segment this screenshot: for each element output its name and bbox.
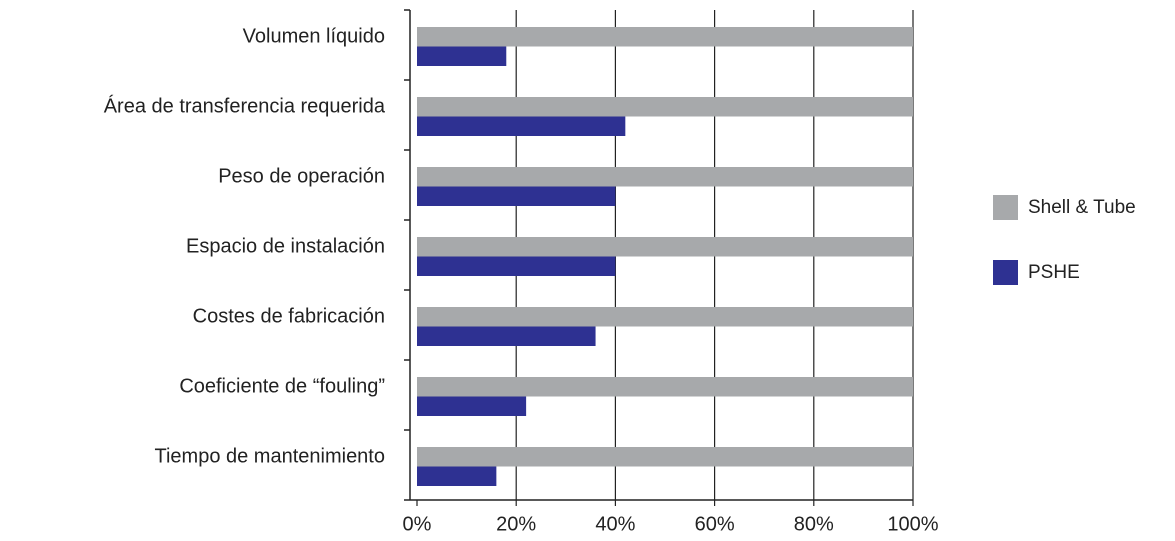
bar: [417, 256, 616, 276]
x-tick-label: 80%: [794, 513, 834, 535]
bar: [417, 326, 596, 346]
bar: [417, 377, 913, 397]
bar: [417, 307, 913, 327]
x-tick-label: 0%: [403, 513, 432, 535]
x-tick-label: 20%: [496, 513, 536, 535]
bar: [417, 46, 507, 66]
bar: [417, 27, 913, 47]
bar: [417, 186, 616, 206]
legend-label: PSHE: [1028, 262, 1080, 283]
legend-swatch: [993, 260, 1018, 285]
bar: [417, 396, 527, 416]
bar: [417, 237, 913, 257]
legend-label: Shell & Tube: [1028, 197, 1136, 218]
y-tick-label: Espacio de instalación: [186, 235, 385, 257]
x-tick-label: 100%: [887, 513, 938, 535]
bar: [417, 447, 913, 467]
bar: [417, 167, 913, 187]
bar: [417, 97, 913, 117]
bar: [417, 466, 497, 486]
legend-swatch: [993, 195, 1018, 220]
y-tick-label: Coeficiente de “fouling”: [179, 375, 385, 397]
y-tick-label: Volumen líquido: [243, 25, 385, 47]
legend: Shell & Tube PSHE: [993, 195, 1136, 285]
x-tick-label: 60%: [695, 513, 735, 535]
y-tick-label: Costes de fabricación: [193, 305, 385, 327]
y-tick-label: Peso de operación: [218, 165, 385, 187]
y-tick-label: Tiempo de mantenimiento: [155, 445, 386, 467]
y-tick-label: Área de transferencia requerida: [104, 94, 386, 117]
bar: [417, 116, 626, 136]
x-tick-label: 40%: [595, 513, 635, 535]
